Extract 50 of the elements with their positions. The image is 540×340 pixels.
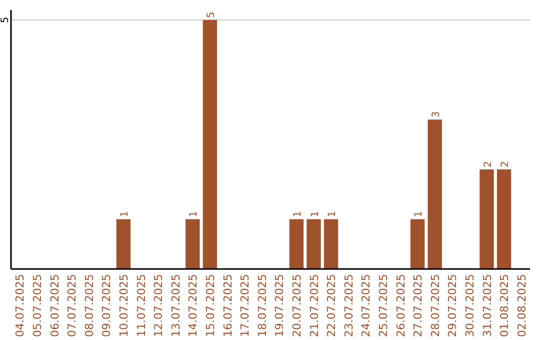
x-tick-label: 22.07.2025 [325, 274, 338, 337]
data-label: 1 [119, 210, 130, 218]
data-label: 2 [500, 161, 512, 168]
x-tick-label: 07.07.2025 [66, 274, 79, 337]
x-tick-label: 01.08.2025 [498, 274, 512, 337]
bar [306, 219, 321, 269]
x-tick-label: 26.07.2025 [394, 274, 408, 337]
x-tick-label: 09.07.2025 [100, 274, 114, 337]
bar [324, 219, 338, 269]
x-tick-label: 25.07.2025 [376, 274, 390, 337]
bar [202, 20, 218, 269]
bar [410, 219, 425, 269]
x-tick-label: 30.07.2025 [463, 274, 476, 337]
x-tick-label: 02.08.2025 [515, 274, 528, 337]
x-tick-label: 05.07.2025 [30, 274, 44, 337]
x-tick-label: 23.07.2025 [342, 274, 356, 337]
x-tick-label: 06.07.2025 [48, 274, 62, 337]
x-tick-label: 28.07.2025 [428, 274, 442, 337]
x-tick-label: 10.07.2025 [117, 274, 130, 337]
x-tick-label: 04.07.2025 [14, 274, 27, 337]
x-tick-label: 18.07.2025 [256, 274, 269, 337]
bar [289, 219, 304, 269]
bar [116, 219, 131, 269]
data-label: 2 [482, 161, 494, 168]
data-label: 1 [292, 210, 304, 218]
x-tick-label: 16.07.2025 [221, 274, 234, 337]
data-label: 5 [206, 12, 217, 18]
x-tick-label: 11.07.2025 [134, 274, 148, 337]
x-tick-label: 31.07.2025 [480, 274, 494, 337]
data-label: 1 [414, 210, 425, 218]
x-tick-label: 27.07.2025 [412, 274, 425, 337]
data-label: 1 [310, 210, 321, 218]
x-tick-label: 24.07.2025 [360, 274, 373, 337]
x-tick-label: 12.07.2025 [152, 274, 166, 337]
data-label: 1 [188, 210, 200, 218]
x-tick-label: 08.07.2025 [82, 274, 96, 337]
data-label: 3 [430, 111, 442, 118]
x-tick-label: 15.07.2025 [204, 274, 217, 337]
x-tick-label: 29.07.2025 [446, 274, 460, 337]
data-label: 1 [327, 210, 338, 218]
x-tick-label: 13.07.2025 [169, 274, 182, 337]
x-tick-label: 17.07.2025 [238, 274, 252, 337]
bar [496, 169, 512, 269]
bar [186, 219, 200, 269]
x-tick-label: 21.07.2025 [308, 274, 321, 337]
x-tick-label: 14.07.2025 [186, 274, 200, 337]
x-tick-label: 20.07.2025 [290, 274, 304, 337]
bar [480, 169, 494, 269]
x-tick-label: 19.07.2025 [273, 274, 286, 337]
bar [428, 120, 442, 269]
